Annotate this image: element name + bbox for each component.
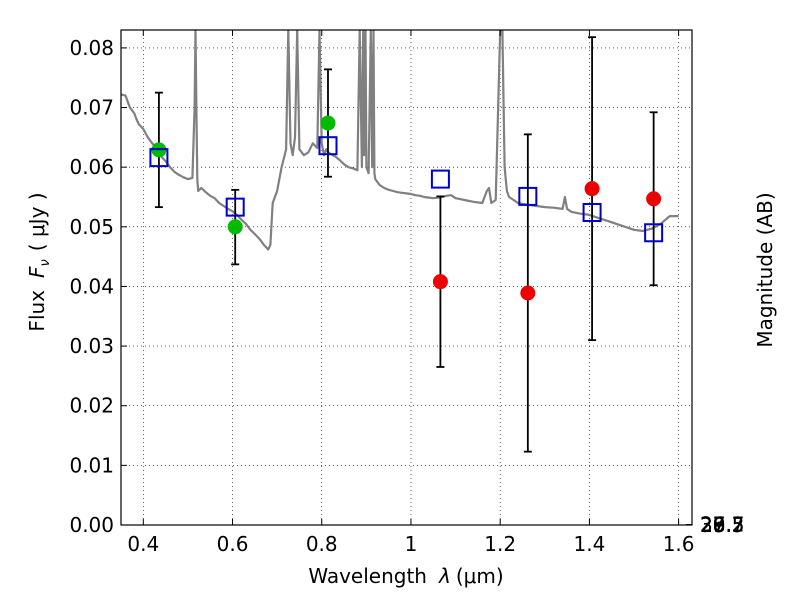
y-tick-label: 0.03: [69, 334, 114, 358]
model-point-square: [582, 202, 602, 222]
ticks-layer: 0.4 0.6 0.8 1 1.2 1.4 1.6 0.00 0.01 0.02 0.03 0.04 0…: [69, 30, 745, 556]
y-tick-label: 0.01: [69, 453, 114, 477]
data-point-circle: [646, 191, 662, 207]
model-point-square: [518, 186, 538, 206]
y-tick-label: 0.06: [69, 155, 114, 179]
x-tick-label: 1.4: [573, 532, 605, 556]
x-tick-label: 1: [405, 532, 418, 556]
y-tick-label: 0.07: [69, 96, 114, 120]
x-tick-label: 0.4: [127, 532, 159, 556]
model-sed-layer: [121, 30, 679, 251]
y-tick-label: 0.04: [69, 274, 114, 298]
mag-tick-label: 27: [700, 513, 725, 537]
model-point-square: [225, 197, 245, 217]
markers-layer: [149, 115, 664, 301]
model-point-square: [318, 136, 338, 156]
model-point-square: [644, 223, 664, 243]
y-tick-label: 0.00: [69, 513, 114, 537]
x-tick-label: 1.6: [663, 532, 695, 556]
mag-tick-label: 28.5: [700, 513, 745, 537]
mag-tick-label: 27.5: [700, 513, 745, 537]
right-axis-label: Magnitude (AB): [753, 192, 777, 347]
plot-frame: [120, 29, 693, 526]
mag-tick-label: 26.7: [700, 513, 745, 537]
model-point-square: [430, 169, 450, 189]
x-tick-label: 0.6: [217, 532, 249, 556]
model-sed-line: [121, 30, 679, 251]
x-axis-label: Wavelength λ (μm): [308, 564, 503, 588]
model-point-square: [149, 148, 169, 168]
y-axis-label: FluxFν( μJy ): [25, 192, 53, 331]
data-point-circle: [520, 285, 536, 301]
data-point-circle: [584, 181, 600, 197]
error-bars-layer: [154, 36, 658, 453]
y-tick-label: 0.08: [69, 36, 114, 60]
x-tick-label: 0.8: [306, 532, 338, 556]
x-tick-label: 1.2: [484, 532, 516, 556]
mag-tick-label: 30: [700, 513, 725, 537]
mag-tick-label: 28: [700, 513, 725, 537]
mag-tick-label: 29: [700, 513, 725, 537]
y-tick-label: 0.05: [69, 215, 114, 239]
mag-tick-label: 27.2: [700, 513, 745, 537]
data-point-circle: [432, 274, 448, 290]
data-point-circle: [227, 219, 243, 235]
data-point-circle: [320, 115, 336, 131]
grid: [121, 30, 692, 526]
y-tick-label: 0.02: [69, 394, 114, 418]
